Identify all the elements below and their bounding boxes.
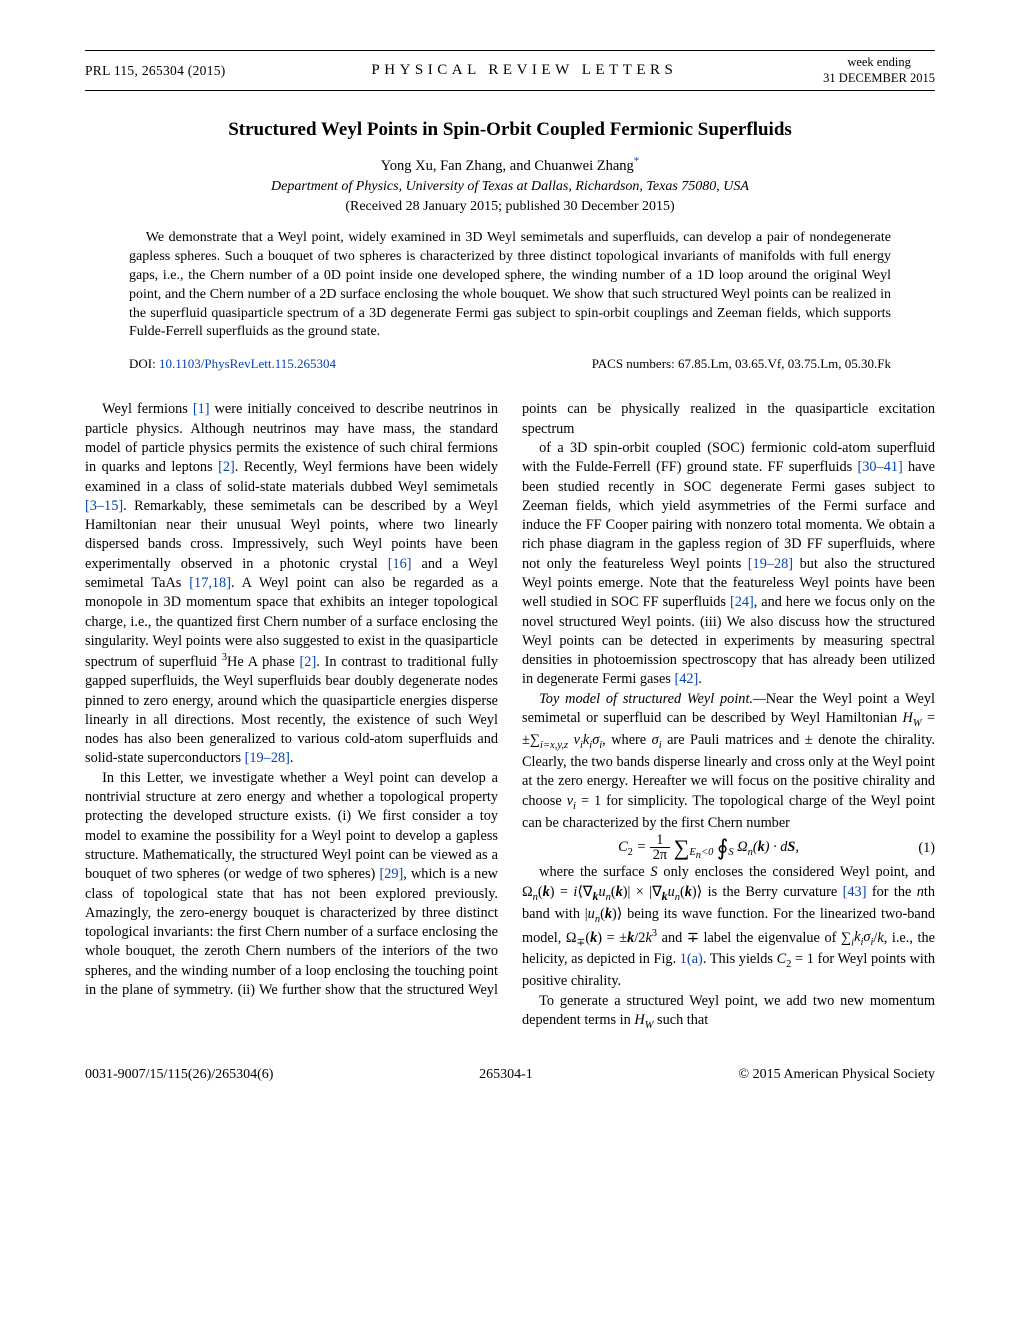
doi: DOI: 10.1103/PhysRevLett.115.265304 (129, 356, 336, 372)
p5-s1: where the surface (539, 864, 650, 880)
doi-pacs-row: DOI: 10.1103/PhysRevLett.115.265304 PACS… (129, 356, 891, 372)
affiliation: Department of Physics, University of Tex… (85, 178, 935, 197)
authors: Yong Xu, Fan Zhang, and Chuanwei Zhang* (85, 155, 935, 175)
abstract: We demonstrate that a Weyl point, widely… (129, 229, 891, 342)
p5-s4: for the (866, 884, 916, 900)
p1-s9: . (290, 750, 294, 766)
p5-s7: and ∓ label the eigenvalue of (657, 929, 841, 945)
header-date: week ending 31 DECEMBER 2015 (823, 55, 935, 86)
ref-3-15[interactable]: [3–15] (85, 498, 123, 514)
p5-s2: only encloses the considered Weyl point,… (658, 864, 935, 880)
author-names: Yong Xu, Fan Zhang, and Chuanwei Zhang (381, 158, 634, 174)
ref-2a[interactable]: [2] (218, 459, 235, 475)
doi-link[interactable]: 10.1103/PhysRevLett.115.265304 (159, 356, 336, 371)
footer-left: 0031-9007/15/115(26)/265304(6) (85, 1067, 273, 1083)
header-date-value: 31 DECEMBER 2015 (823, 71, 935, 87)
footer-page-number: 265304-1 (479, 1067, 533, 1083)
ref-19-28a[interactable]: [19–28] (245, 750, 290, 766)
p1-s7: He A phase (227, 654, 299, 670)
paragraph-4: Toy model of structured Weyl point.—Near… (522, 690, 935, 833)
header-prl-id: PRL 115, 265304 (2015) (85, 63, 226, 79)
ref-17-18[interactable]: [17,18] (189, 575, 231, 591)
p1-s1: Weyl fermions (102, 401, 193, 417)
p6-s1: To generate a structured Weyl point, we … (522, 993, 935, 1028)
received-published-dates: (Received 28 January 2015; published 30 … (85, 199, 935, 215)
paragraph-3: of a 3D spin-orbit coupled (SOC) fermion… (522, 439, 935, 690)
body-columns: Weyl fermions [1] were initially conceiv… (85, 400, 935, 1033)
p4-s4: for simplicity. The topological charge o… (522, 793, 935, 831)
equation-1: C2 = 12π ∑En<0 ∮S Ωn(k) · dS, (1) (522, 833, 935, 863)
ref-2b[interactable]: [2] (300, 654, 317, 670)
paragraph-5: where the surface S only encloses the co… (522, 863, 935, 991)
ref-19-28b[interactable]: [19–28] (748, 556, 793, 572)
page-header: PRL 115, 265304 (2015) PHYSICAL REVIEW L… (85, 50, 935, 91)
header-journal: PHYSICAL REVIEW LETTERS (371, 62, 677, 79)
p5-s3: is the Berry curvature (702, 884, 842, 900)
ref-24[interactable]: [24] (730, 594, 754, 610)
ref-30-41[interactable]: [30–41] (857, 459, 902, 475)
p6-s2: such that (653, 1012, 708, 1028)
ref-43[interactable]: [43] (843, 884, 867, 900)
doi-label: DOI: (129, 356, 159, 371)
ref-1[interactable]: [1] (193, 401, 210, 417)
author-note-marker[interactable]: * (634, 155, 640, 167)
p3-s5: . (698, 671, 702, 687)
p5-s9: . This yields (703, 951, 777, 967)
article-title: Structured Weyl Points in Spin-Orbit Cou… (85, 119, 935, 141)
pacs-numbers: PACS numbers: 67.85.Lm, 03.65.Vf, 03.75.… (592, 356, 891, 372)
footer-copyright: © 2015 American Physical Society (738, 1067, 935, 1083)
page-footer: 0031-9007/15/115(26)/265304(6) 265304-1 … (85, 1067, 935, 1083)
paragraph-6: To generate a structured Weyl point, we … (522, 992, 935, 1033)
ref-42[interactable]: [42] (674, 671, 698, 687)
abstract-text: We demonstrate that a Weyl point, widely… (129, 230, 891, 339)
eq1-number: (1) (895, 839, 935, 858)
paragraph-1: Weyl fermions [1] were initially conceiv… (85, 400, 498, 768)
eq1-body: C2 = 12π ∑En<0 ∮S Ωn(k) · dS, (522, 833, 895, 863)
ref-29[interactable]: [29] (379, 866, 403, 882)
p4-s2: , where (602, 732, 651, 748)
p4-heading: Toy model of structured Weyl point.— (539, 691, 766, 707)
fig-1a-link[interactable]: 1(a) (680, 951, 703, 967)
header-week-ending: week ending (823, 55, 935, 71)
ref-16[interactable]: [16] (388, 556, 412, 572)
